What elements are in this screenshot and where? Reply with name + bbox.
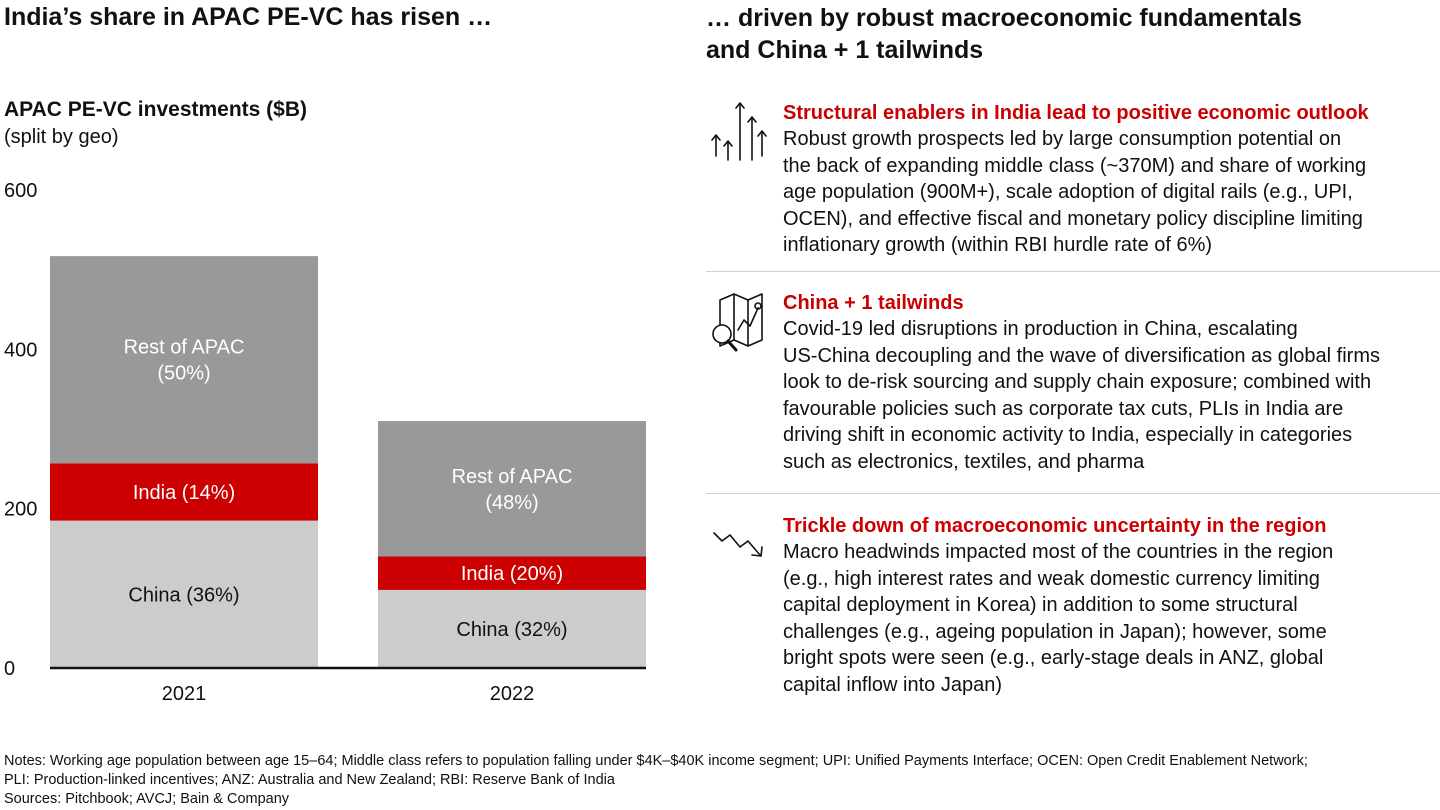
panel-divider [706, 493, 1440, 494]
panel-body-line: bright spots were seen (e.g., early-stag… [783, 647, 1324, 669]
panel-body-line: Macro headwinds impacted most of the cou… [783, 541, 1334, 563]
y-tick-label: 0 [4, 658, 15, 680]
chart-subtitle: (split by geo) [4, 126, 119, 148]
footnotes: Notes: Working age population between ag… [4, 752, 1440, 809]
bar-segment-china [50, 520, 318, 668]
bar-segment-rest-of-apac [378, 421, 646, 557]
panel-text: China + 1 tailwinds Covid-19 led disrupt… [783, 290, 1440, 475]
panel-macro-uncertainty: Trickle down of macroeconomic uncertaint… [706, 513, 1440, 703]
panel-heading: China + 1 tailwinds [783, 292, 964, 314]
panel-body: Robust growth prospects led by large con… [783, 126, 1440, 259]
notes-line: PLI: Production-linked incentives; ANZ: … [4, 772, 615, 788]
panel-body-line: (e.g., high interest rates and weak dome… [783, 567, 1320, 590]
panel-body-line: look to de-risk sourcing and supply chai… [783, 371, 1372, 393]
stacked-bar-chart: 0 200 400 600 China (36%) India (14%) Rest of … [4, 180, 646, 705]
panel-body-line: challenges (e.g., ageing population in J… [783, 620, 1327, 643]
bar-segment-india [378, 556, 646, 590]
bar-segment-china [378, 589, 646, 668]
notes-line: Notes: Working age population between ag… [4, 753, 1308, 769]
panel-text: Trickle down of macroeconomic uncertaint… [783, 513, 1440, 698]
panel-body-line: such as electronics, textiles, and pharm… [783, 450, 1145, 473]
panel-body-line: capital deployment in Korea) in addition… [783, 594, 1298, 616]
panel-body-line: Robust growth prospects led by large con… [783, 128, 1342, 150]
bar-segment-rest-of-apac [50, 256, 318, 464]
chart-title: APAC PE-VC investments ($B) [4, 98, 308, 121]
left-headline: India’s share in APAC PE-VC has risen … [4, 3, 493, 31]
panel-body-line: inflationary growth (within RBI hurdle r… [783, 234, 1213, 256]
panel-china-plus-one: China + 1 tailwinds Covid-19 led disrupt… [706, 290, 1440, 480]
panel-text: Structural enablers in India lead to pos… [783, 100, 1440, 259]
panel-body-line: age population (900M+), scale adoption o… [783, 181, 1353, 203]
bar-data-label: China (32%) [456, 619, 567, 641]
panel-body: Macro headwinds impacted most of the cou… [783, 539, 1440, 698]
x-category-label: 2022 [490, 683, 535, 705]
panel-divider [706, 271, 1440, 272]
x-category-label: 2021 [162, 683, 207, 705]
bar-data-label: Rest of APAC [124, 337, 245, 359]
panel-structural-enablers: Structural enablers in India lead to pos… [706, 100, 1440, 260]
sources-line: Sources: Pitchbook; AVCJ; Bain & Company [4, 791, 290, 807]
y-tick-label: 400 [4, 339, 37, 361]
bar-data-label: Rest of APAC [452, 466, 573, 488]
map-magnifier-icon [712, 293, 763, 352]
y-tick-label: 200 [4, 499, 37, 521]
bar-data-label: (50%) [157, 363, 210, 385]
bar-data-label: India (20%) [461, 563, 563, 585]
panel-body-line: US-China decoupling and the wave of dive… [783, 344, 1380, 367]
bar-data-label: (48%) [485, 492, 538, 514]
panel-heading: Structural enablers in India lead to pos… [783, 102, 1369, 124]
right-headline-line-1: … driven by robust macroeconomic fundame… [706, 4, 1302, 32]
bar-segment-india [50, 463, 318, 521]
rising-arrows-icon [711, 102, 767, 161]
panel-body-line: Covid-19 led disruptions in production i… [783, 318, 1298, 340]
right-headline-line-2: and China + 1 tailwinds [706, 36, 984, 64]
bar-data-label: China (36%) [128, 584, 239, 606]
panel-body-line: capital inflow into Japan) [783, 673, 1003, 696]
panel-body-line: driving shift in economic activity to In… [783, 424, 1353, 446]
panel-body-line: the back of expanding middle class (~370… [783, 154, 1367, 177]
right-headline: … driven by robust macroeconomic fundame… [706, 2, 1426, 66]
panel-body: Covid-19 led disruptions in production i… [783, 316, 1440, 475]
panel-heading: Trickle down of macroeconomic uncertaint… [783, 515, 1327, 537]
y-tick-label: 600 [4, 180, 37, 202]
panel-body-line: favourable policies such as corporate ta… [783, 397, 1344, 420]
declining-trend-icon [713, 532, 763, 557]
panel-body-line: OCEN), and effective fiscal and monetary… [783, 207, 1363, 230]
bar-data-label: India (14%) [133, 482, 235, 504]
